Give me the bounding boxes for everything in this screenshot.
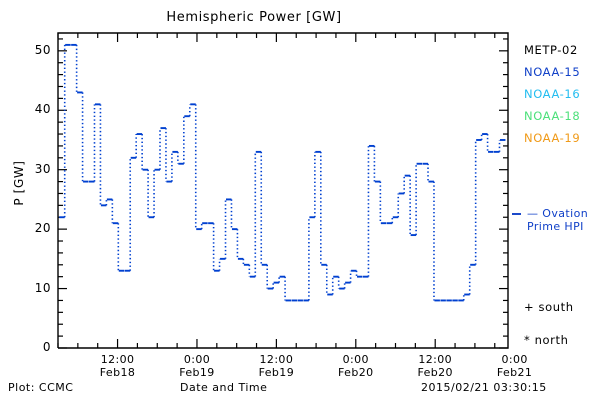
plot-timestamp: 2015/02/21 03:30:15 (421, 381, 547, 394)
x-tick-label: 0:00 Feb21 (475, 353, 555, 379)
legend-marker-south: + south (524, 300, 574, 314)
legend-marker-north: * north (524, 333, 569, 347)
x-tick-label: 12:00 Feb18 (78, 353, 158, 379)
y-tick-label: 30 (34, 161, 51, 176)
legend-entry-metp-02: METP-02 (524, 43, 578, 57)
x-tick-time: 12:00 (259, 353, 294, 366)
plot-frame (57, 32, 509, 349)
legend-entry-noaa-15: NOAA-15 (524, 65, 581, 79)
plot-credit: Plot: CCMC (8, 381, 74, 394)
x-tick-time: 12:00 (100, 353, 135, 366)
legend-entry-noaa-18: NOAA-18 (524, 109, 581, 123)
x-tick-date: Feb18 (99, 365, 136, 379)
data-series-0 (59, 43, 506, 302)
x-tick-time: 12:00 (418, 353, 453, 366)
ovation-legend-line1: — Ovation (527, 207, 589, 220)
x-tick-label: 0:00 Feb20 (316, 353, 396, 379)
y-tick-label: 40 (34, 102, 51, 117)
x-tick-label: 12:00 Feb19 (236, 353, 316, 379)
x-axis-ticks (57, 33, 496, 348)
x-tick-date: Feb20 (417, 365, 453, 379)
x-tick-date: Feb21 (496, 365, 533, 379)
y-tick-label: 0 (42, 340, 51, 354)
y-axis-ticks (58, 38, 508, 349)
x-tick-label: 12:00 Feb20 (395, 353, 475, 379)
x-tick-date: Feb19 (179, 365, 215, 379)
x-tick-time: 0:00 (342, 353, 369, 366)
ovation-legend-line2: Prime HPI (527, 219, 584, 233)
x-tick-date: Feb19 (258, 365, 295, 379)
x-tick-time: 0:00 (183, 353, 211, 366)
y-tick-label: 10 (34, 280, 51, 295)
y-tick-label: 20 (34, 221, 51, 236)
ovation-legend-entry: — Ovation Prime HPI (527, 207, 589, 233)
x-axis-label: Date and Time (180, 381, 268, 394)
y-tick-label: 50 (34, 42, 51, 57)
x-tick-label: 0:00 Feb19 (157, 353, 237, 379)
page-title: Hemispheric Power [GW] (166, 10, 342, 25)
legend-entry-noaa-16: NOAA-16 (524, 87, 581, 101)
x-tick-time: 0:00 (501, 353, 528, 366)
x-tick-date: Feb20 (338, 365, 374, 379)
legend-entry-noaa-19: NOAA-19 (524, 131, 581, 145)
